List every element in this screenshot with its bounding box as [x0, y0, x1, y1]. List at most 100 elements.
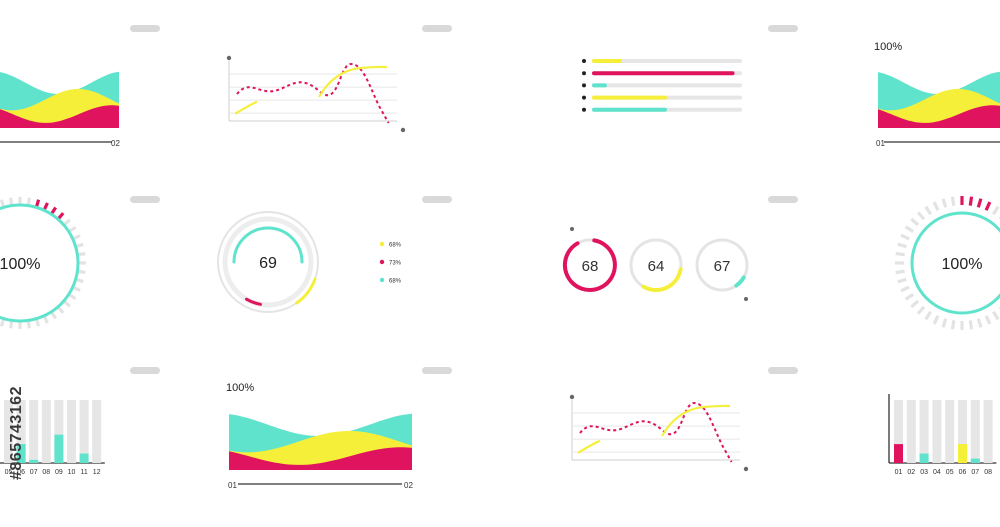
- ring-outer-track: [217, 211, 319, 313]
- bar-track: [29, 400, 39, 463]
- ring-arc: [734, 275, 746, 288]
- bar-track: [894, 400, 903, 463]
- bar-fill: [592, 83, 607, 88]
- x-tick-label: 08: [984, 469, 992, 476]
- bar-chart-bottom-right: 01 02 03 04 05 06 07 08: [888, 394, 997, 476]
- ring-tick: [932, 315, 940, 325]
- ring-tick: [984, 201, 992, 211]
- horizontal-bar-chart: [582, 59, 742, 112]
- legend-label: 68%: [389, 243, 402, 249]
- bar: [958, 444, 967, 463]
- x-tick-label: 08: [42, 469, 50, 476]
- ring-value-label: 67: [714, 258, 731, 275]
- bar-track: [592, 83, 742, 88]
- ring-tick: [895, 251, 905, 257]
- bar-track: [970, 400, 980, 463]
- ring-tick: [968, 196, 974, 206]
- corner-dot: [570, 227, 574, 231]
- bar-track: [79, 400, 89, 463]
- placeholder-pill: [130, 25, 160, 32]
- x-tick-label: 12: [93, 469, 101, 476]
- x-tick-label: 01: [228, 481, 237, 490]
- ring-tick: [924, 310, 932, 321]
- ring-tick: [924, 205, 932, 216]
- ring-gauge-left: 100%: [0, 197, 86, 329]
- x-tick-label: 07: [971, 469, 979, 476]
- x-tick-label: 01: [876, 139, 885, 148]
- bar: [16, 444, 26, 463]
- ring-value-label: 68: [582, 258, 599, 275]
- bullet-dot: [582, 71, 586, 76]
- bar-chart-bottom-left: 05 06 07 08 09 10 11 12: [0, 400, 105, 476]
- ring-tick: [897, 277, 907, 284]
- wave-chart-bottom: 100% 01 02: [226, 382, 413, 490]
- bar-track: [16, 400, 26, 463]
- ring-value-label: 64: [648, 258, 665, 275]
- series-line-dashed: [236, 62, 390, 124]
- ring-tick: [895, 269, 905, 275]
- bar: [79, 453, 89, 463]
- ring-tick: [976, 198, 983, 208]
- ring-tick: [916, 305, 926, 315]
- bar: [29, 459, 39, 463]
- ring-tick: [984, 315, 992, 325]
- ring-tick: [941, 318, 948, 328]
- series-line-yellow: [661, 404, 731, 437]
- ring-center-label: 69: [259, 255, 277, 272]
- x-tick-label: 04: [933, 469, 941, 476]
- ring-progress: [910, 211, 1000, 315]
- ring-tick: [900, 233, 910, 241]
- bar-track: [4, 400, 13, 463]
- bar: [54, 434, 64, 463]
- ring-track: [695, 238, 749, 292]
- placeholder-pill: [130, 367, 160, 374]
- x-tick-label: 03: [920, 469, 928, 476]
- series-line-yellow-short: [234, 100, 258, 115]
- bullet-dot: [582, 83, 586, 88]
- series-line-dashed: [579, 401, 733, 463]
- axis-dot: [400, 127, 406, 133]
- ring-tick: [976, 318, 983, 328]
- bar-track: [945, 400, 955, 463]
- placeholder-pills: [130, 25, 798, 374]
- x-tick-label: 02: [111, 139, 120, 148]
- bar-fill: [592, 59, 622, 63]
- bar-fill: [592, 71, 735, 76]
- bar-fill: [592, 95, 667, 100]
- ring-tick: [968, 320, 974, 330]
- line-chart-top: [226, 55, 406, 133]
- ring-tick: [900, 285, 910, 293]
- ring-arc: [562, 238, 617, 293]
- ring-gauge-69: 69 68% 73% 68%: [217, 211, 402, 313]
- ring-gauge-right: 100%: [895, 196, 1000, 330]
- x-tick-label: 01: [895, 469, 903, 476]
- x-tick-label: 06: [17, 469, 25, 476]
- ring-tick: [910, 299, 920, 309]
- bar-track: [932, 400, 942, 463]
- ring-tick: [941, 198, 948, 208]
- small-ring-gauges: 68 64 67: [562, 227, 749, 301]
- ring-tick: [950, 196, 956, 206]
- ring-tick: [916, 211, 926, 221]
- wave-band-magenta: [878, 105, 1000, 128]
- ring-center-label: 100%: [942, 256, 983, 273]
- wave-band-magenta: [229, 447, 412, 470]
- legend-dot: [379, 277, 385, 283]
- bar-track: [54, 400, 64, 463]
- placeholder-pill: [422, 25, 452, 32]
- ring-arc: [641, 267, 683, 293]
- ring-inner-track: [222, 216, 314, 308]
- series-line-yellow: [318, 65, 388, 98]
- series-line-yellow-short: [577, 439, 601, 454]
- bar-track: [41, 400, 51, 463]
- placeholder-pill: [130, 196, 160, 203]
- bar-track: [592, 59, 742, 63]
- legend-dot: [379, 259, 385, 265]
- arc-magenta: [245, 297, 262, 306]
- bar-track: [958, 400, 967, 463]
- legend-label: 68%: [389, 279, 402, 285]
- placeholder-pill: [422, 367, 452, 374]
- x-tick-label: 05: [946, 469, 954, 476]
- ring-tick: [904, 225, 915, 233]
- bullet-dot: [582, 107, 586, 112]
